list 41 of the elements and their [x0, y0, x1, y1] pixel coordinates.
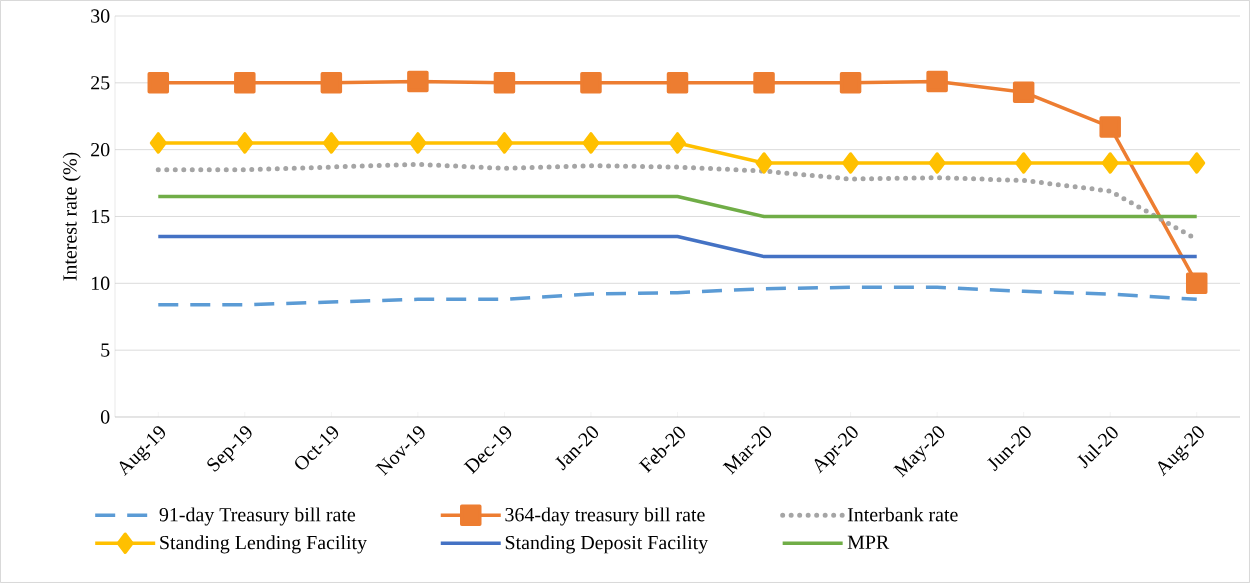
point	[842, 152, 860, 174]
point	[582, 132, 600, 154]
point	[1185, 272, 1208, 295]
legend-label: 91-day Treasury bill rate	[159, 507, 356, 526]
point	[236, 132, 254, 154]
y-tick-label: 5	[101, 343, 110, 357]
point	[407, 70, 429, 93]
legend-label: Interbank rate	[847, 507, 958, 522]
point	[666, 72, 689, 94]
point	[1099, 116, 1121, 138]
point	[1015, 152, 1033, 174]
point	[755, 152, 773, 174]
point	[926, 70, 948, 93]
point	[1012, 81, 1035, 103]
y-tick-label: 20	[91, 142, 110, 157]
point	[753, 72, 775, 94]
legend-label: 364-day treasury bill rate	[505, 507, 705, 526]
y-tick-label: 25	[91, 76, 110, 90]
point	[493, 72, 516, 94]
point	[409, 132, 427, 154]
point	[1101, 152, 1119, 174]
point	[147, 72, 170, 94]
legend-label: Standing Lending Facility	[160, 535, 367, 554]
y-tick-label: 0	[100, 410, 110, 424]
point	[580, 72, 602, 94]
point	[839, 72, 862, 94]
y-axis-title: Interest rate (%)	[62, 152, 81, 281]
legend-label: Standing Deposit Facility	[505, 535, 709, 554]
point	[495, 132, 513, 154]
point	[149, 132, 167, 154]
y-tick-label: 30	[91, 9, 110, 23]
point	[1188, 152, 1206, 174]
point	[234, 72, 256, 94]
point	[322, 132, 340, 154]
point	[320, 72, 343, 94]
legend-label: MPR	[847, 535, 890, 549]
line-series	[156, 285, 1199, 307]
point	[928, 152, 946, 174]
y-tick-label: 15	[91, 209, 110, 224]
point	[669, 132, 686, 154]
y-tick-label: 10	[91, 276, 110, 291]
